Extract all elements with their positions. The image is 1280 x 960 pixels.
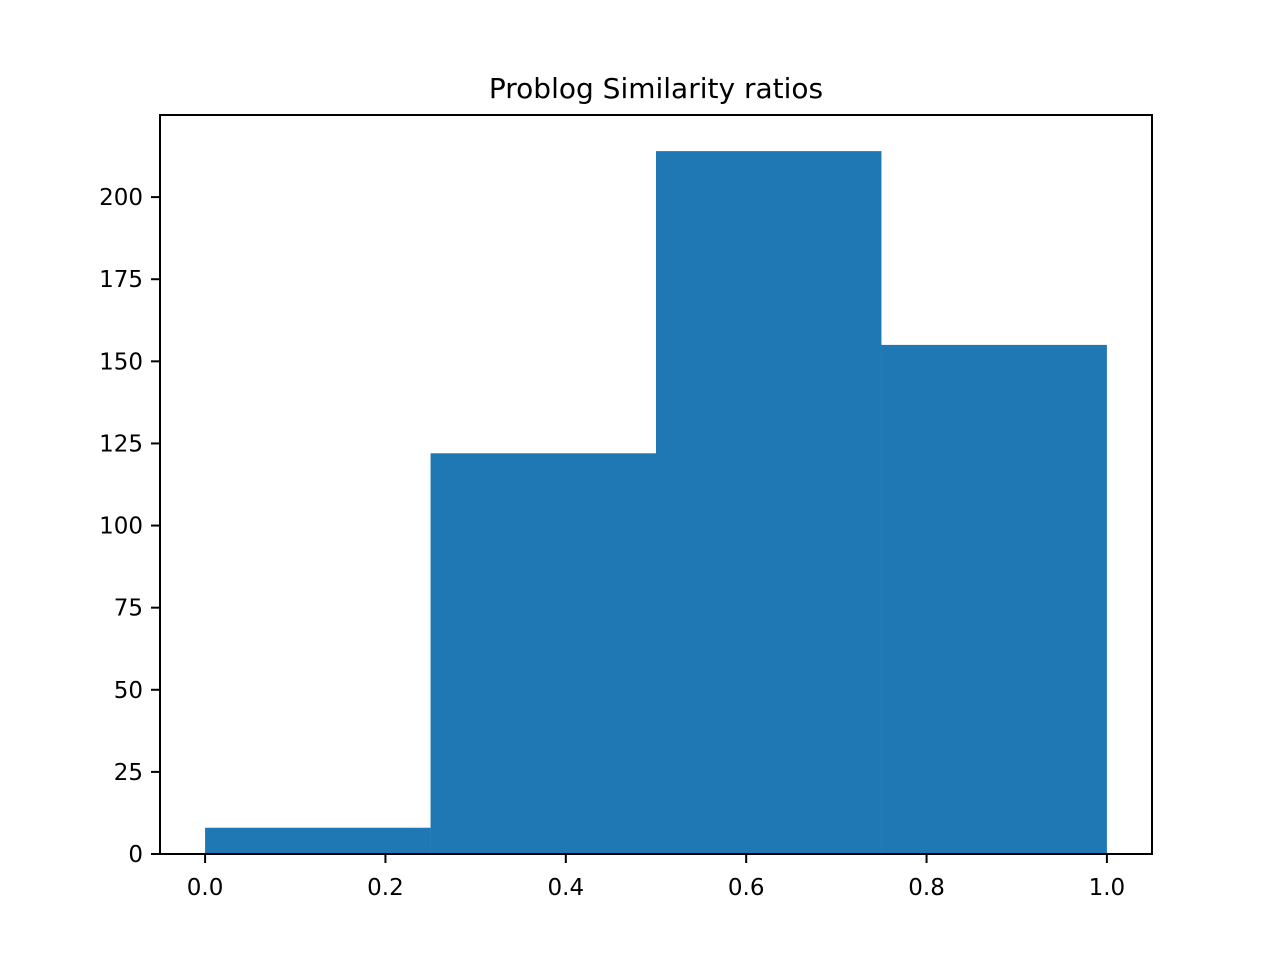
plot-frame (159, 114, 1153, 855)
y-tick-label: 200 (99, 185, 143, 211)
y-tick-label: 25 (114, 760, 143, 786)
histogram-bar-1 (430, 453, 656, 854)
y-tick-label: 150 (99, 349, 143, 375)
x-tick-label: 0.6 (728, 875, 765, 901)
x-tick-label: 1.0 (1089, 875, 1126, 901)
y-axis: 0 25 50 75 100 125 150 175 200 (99, 185, 160, 868)
histogram-bar-3 (881, 344, 1107, 854)
y-tick-label: 100 (99, 514, 143, 540)
histogram-bar-2 (656, 151, 882, 854)
chart-title: Problog Similarity ratios (489, 72, 823, 105)
y-tick-label: 125 (99, 431, 143, 457)
x-axis: 0.0 0.2 0.4 0.6 0.8 1.0 (187, 854, 1125, 901)
y-tick-label: 0 (128, 842, 143, 868)
x-tick-label: 0.0 (187, 875, 224, 901)
bars-group (205, 151, 1107, 854)
x-tick-label: 0.2 (367, 875, 404, 901)
y-tick-label: 50 (114, 678, 143, 704)
x-tick-label: 0.4 (548, 875, 585, 901)
y-tick-label: 175 (99, 267, 143, 293)
histogram-bar-0 (205, 827, 431, 854)
x-tick-label: 0.8 (908, 875, 945, 901)
y-tick-label: 75 (114, 596, 143, 622)
